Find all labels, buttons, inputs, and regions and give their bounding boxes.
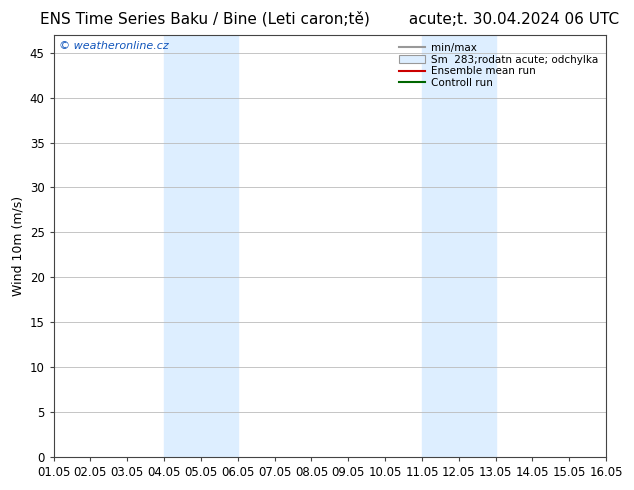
Title: ENS Time Series Baku / Bine (Leti caron;tě)        acute;t. 30.04.2024 06 UTC: ENS Time Series Baku / Bine (Leti caron;… — [41, 11, 619, 26]
Text: © weatheronline.cz: © weatheronline.cz — [59, 41, 169, 51]
Bar — [422, 35, 496, 457]
Bar — [164, 35, 238, 457]
Y-axis label: Wind 10m (m/s): Wind 10m (m/s) — [11, 196, 24, 296]
Legend: min/max, Sm  283;rodatn acute; odchylka, Ensemble mean run, Controll run: min/max, Sm 283;rodatn acute; odchylka, … — [396, 40, 601, 91]
